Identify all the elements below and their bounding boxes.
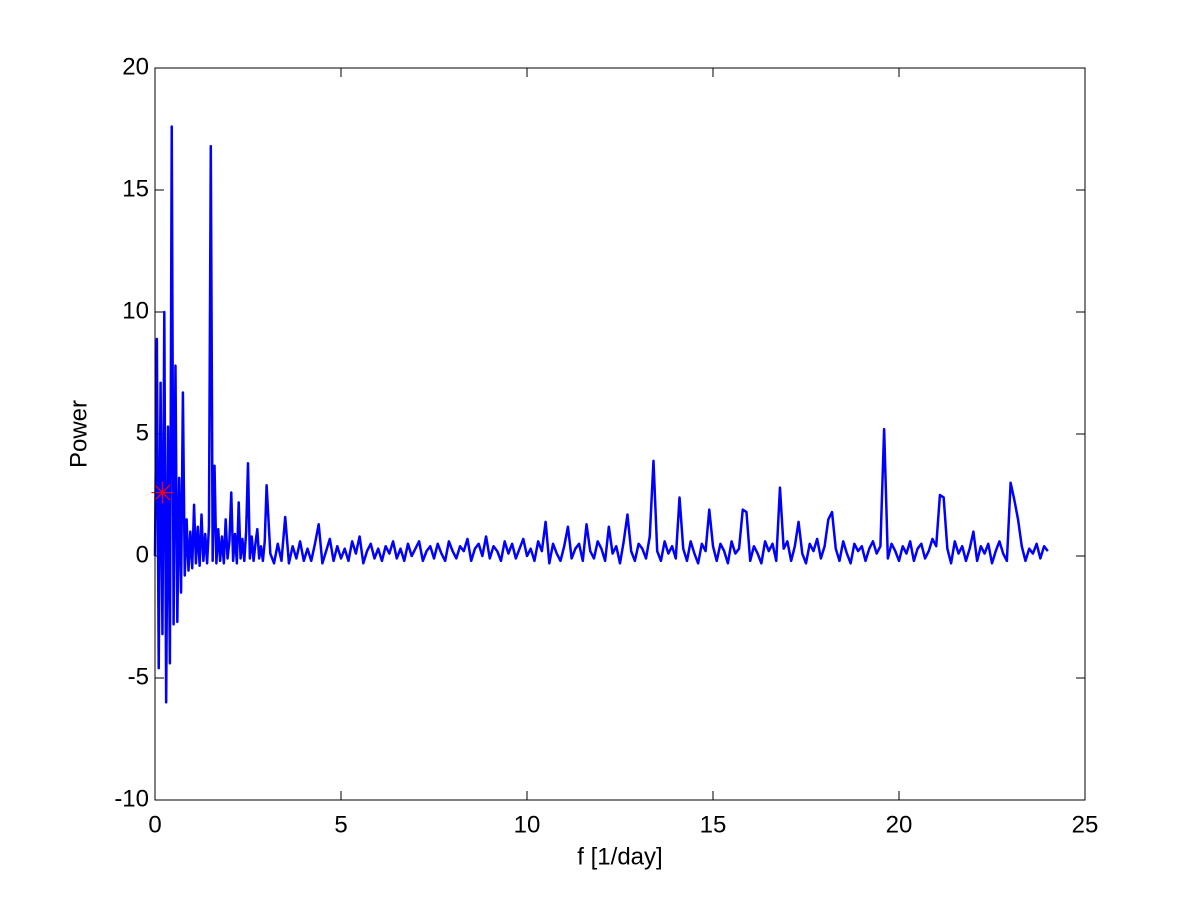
x-axis-label: f [1/day] bbox=[577, 843, 662, 870]
y-tick-label: 0 bbox=[136, 541, 149, 568]
x-tick-label: 20 bbox=[886, 811, 913, 838]
y-tick-label: 5 bbox=[136, 419, 149, 446]
x-tick-label: 0 bbox=[148, 811, 161, 838]
y-tick-label: 15 bbox=[122, 175, 149, 202]
y-tick-label: -10 bbox=[114, 785, 149, 812]
data-line bbox=[153, 125, 1049, 704]
x-tick-label: 5 bbox=[334, 811, 347, 838]
y-axis-label: Power bbox=[65, 400, 92, 468]
x-tick-label: 25 bbox=[1072, 811, 1099, 838]
x-tick-label: 15 bbox=[700, 811, 727, 838]
y-tick-label: -5 bbox=[128, 663, 149, 690]
y-tick-label: 10 bbox=[122, 297, 149, 324]
axes-box bbox=[154, 67, 1086, 801]
marker bbox=[151, 481, 174, 504]
plot-area bbox=[155, 68, 1085, 800]
y-tick-label: 20 bbox=[122, 53, 149, 80]
x-tick-label: 10 bbox=[514, 811, 541, 838]
